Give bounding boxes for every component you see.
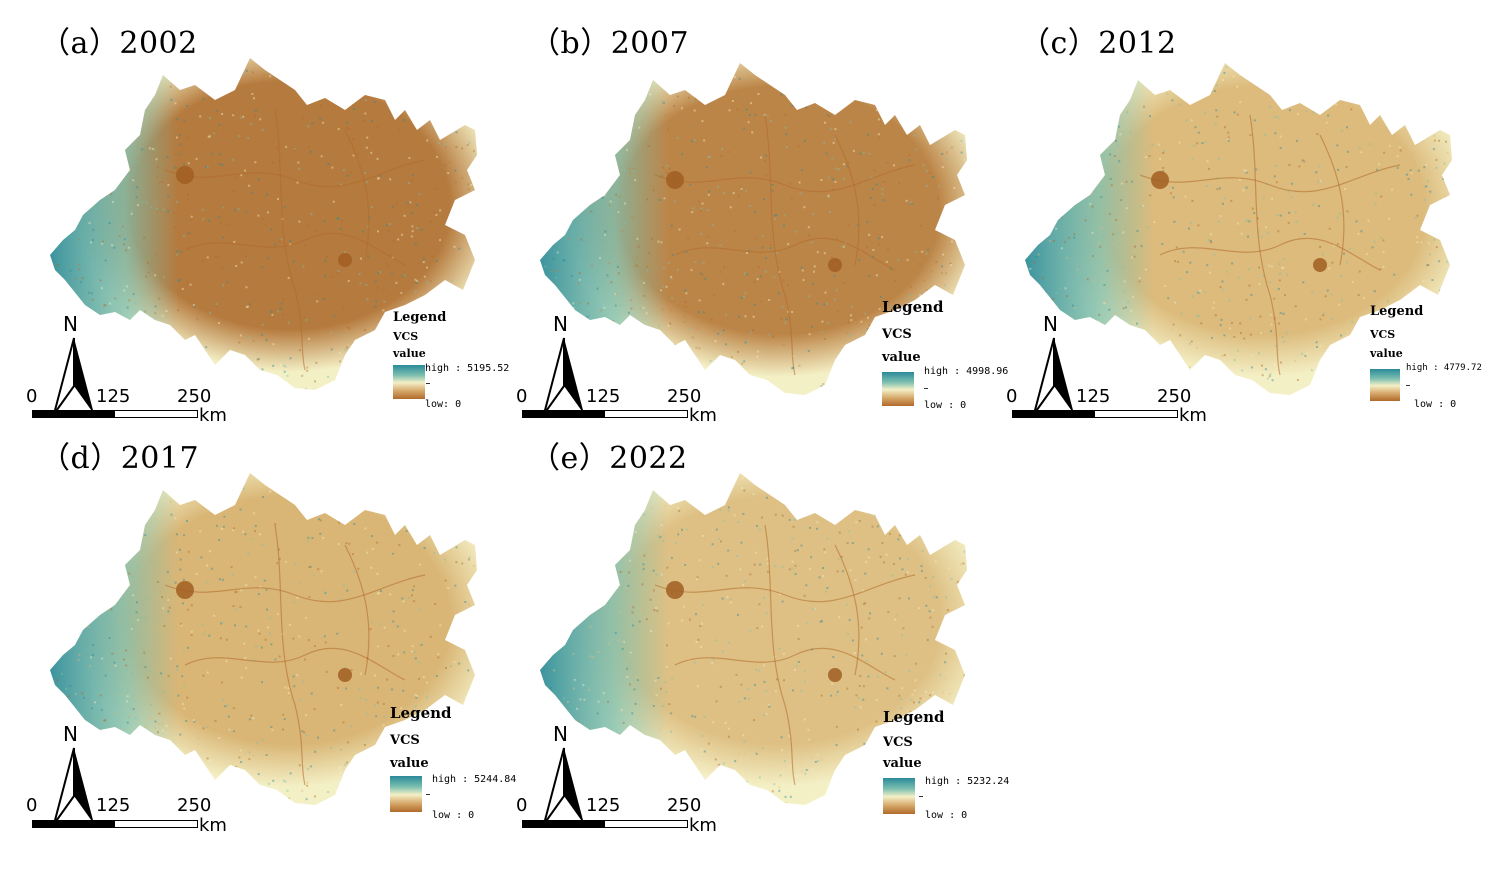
legend-layer: VCS	[390, 733, 420, 748]
scale-tick: 0	[26, 795, 38, 816]
legend: Legend VCS value high : 5232.24 low : 0	[883, 708, 1023, 821]
north-label: N	[1043, 312, 1058, 336]
scale-tick: 125	[96, 795, 131, 816]
legend-field: value	[393, 347, 426, 360]
scale-bar	[32, 820, 198, 828]
legend-low-label: low : 0	[1414, 399, 1457, 410]
scale-bar	[32, 410, 198, 418]
legend-color-ramp	[390, 776, 422, 812]
legend-high-label: high : 5195.52	[425, 363, 510, 374]
north-arrow-icon	[543, 337, 584, 415]
scale-tick: 250	[177, 386, 212, 407]
legend: Legend VCS value high : 5244.84 low : 0	[390, 704, 530, 821]
north-arrow-icon	[53, 747, 94, 825]
scale-unit: km	[689, 405, 717, 426]
panel-2017: （d）2017	[0, 430, 490, 870]
vcs-raster-map	[50, 58, 477, 390]
scale-tick: 125	[96, 386, 131, 407]
scale-unit: km	[689, 815, 717, 836]
legend-color-ramp	[883, 778, 915, 814]
scale-tick: 250	[667, 386, 702, 407]
north-arrow-icon	[1033, 337, 1074, 415]
panel-title: （b）2007	[530, 26, 690, 61]
scale-unit: km	[199, 405, 227, 426]
legend-field: value	[882, 350, 921, 365]
legend-title: Legend	[882, 298, 944, 316]
panel-title: （c）2012	[1020, 26, 1177, 61]
legend: Legend VCS value high : 5195.52 low: 0	[393, 311, 533, 411]
vcs-raster-map	[1025, 63, 1452, 395]
scale-bar	[522, 410, 688, 418]
vcs-raster-map	[540, 63, 967, 395]
panel-2012: （c）2012	[980, 0, 1500, 430]
legend-layer: VCS	[882, 327, 912, 342]
north-arrow-icon	[543, 747, 584, 825]
north-arrow-icon	[53, 337, 94, 415]
legend-high-label: high : 4998.96	[924, 366, 1009, 377]
panel-2002: （a）2002	[0, 0, 490, 430]
scale-tick: 125	[586, 795, 621, 816]
legend-low-label: low : 0	[432, 810, 475, 821]
scale-tick: 0	[516, 386, 528, 407]
scale-tick: 125	[586, 386, 621, 407]
scale-tick: 250	[1157, 386, 1192, 407]
legend-color-ramp	[393, 365, 425, 399]
legend-color-ramp	[1370, 369, 1400, 401]
legend-low-label: low: 0	[425, 399, 462, 410]
legend-low-label: low : 0	[925, 810, 968, 821]
legend-tick	[924, 388, 928, 389]
scale-tick: 0	[516, 795, 528, 816]
north-label: N	[63, 722, 78, 746]
scale-bar	[522, 820, 688, 828]
scale-tick: 0	[1006, 386, 1018, 407]
scale-tick: 0	[26, 386, 38, 407]
legend-title: Legend	[883, 708, 945, 726]
north-label: N	[553, 312, 568, 336]
legend-tick	[919, 796, 923, 797]
legend-title: Legend	[390, 704, 452, 722]
legend-field: value	[883, 756, 922, 771]
legend-field: value	[1370, 347, 1403, 360]
scale-tick: 250	[177, 795, 212, 816]
legend-high-label: high : 4779.72	[1406, 363, 1482, 373]
legend-title: Legend	[1370, 304, 1424, 319]
scale-unit: km	[199, 815, 227, 836]
panel-title: （a）2002	[40, 26, 198, 61]
legend-high-label: high : 5232.24	[925, 776, 1010, 787]
legend-high-label: high : 5244.84	[432, 774, 517, 785]
legend-field: value	[390, 756, 429, 771]
legend-tick	[426, 794, 430, 795]
legend-layer: VCS	[1370, 328, 1396, 341]
panel-title: （d）2017	[40, 441, 200, 476]
vcs-raster-map	[50, 473, 477, 805]
panel-title: （e）2022	[530, 441, 688, 476]
legend-title: Legend	[393, 310, 447, 325]
legend: Legend VCS value high : 4998.96 low : 0	[882, 298, 1022, 411]
scale-tick: 125	[1076, 386, 1111, 407]
legend-tick	[1406, 385, 1410, 386]
legend-tick	[426, 383, 430, 384]
panel-2007: （b）2007	[490, 0, 980, 430]
legend-layer: VCS	[393, 330, 419, 343]
legend-color-ramp	[882, 372, 914, 406]
scale-bar	[1012, 410, 1178, 418]
north-label: N	[63, 312, 78, 336]
legend-layer: VCS	[883, 735, 913, 750]
scale-unit: km	[1179, 405, 1207, 426]
scale-tick: 250	[667, 795, 702, 816]
legend: Legend VCS value high : 4779.72 low : 0	[1370, 305, 1498, 413]
legend-low-label: low : 0	[924, 400, 967, 411]
north-label: N	[553, 722, 568, 746]
